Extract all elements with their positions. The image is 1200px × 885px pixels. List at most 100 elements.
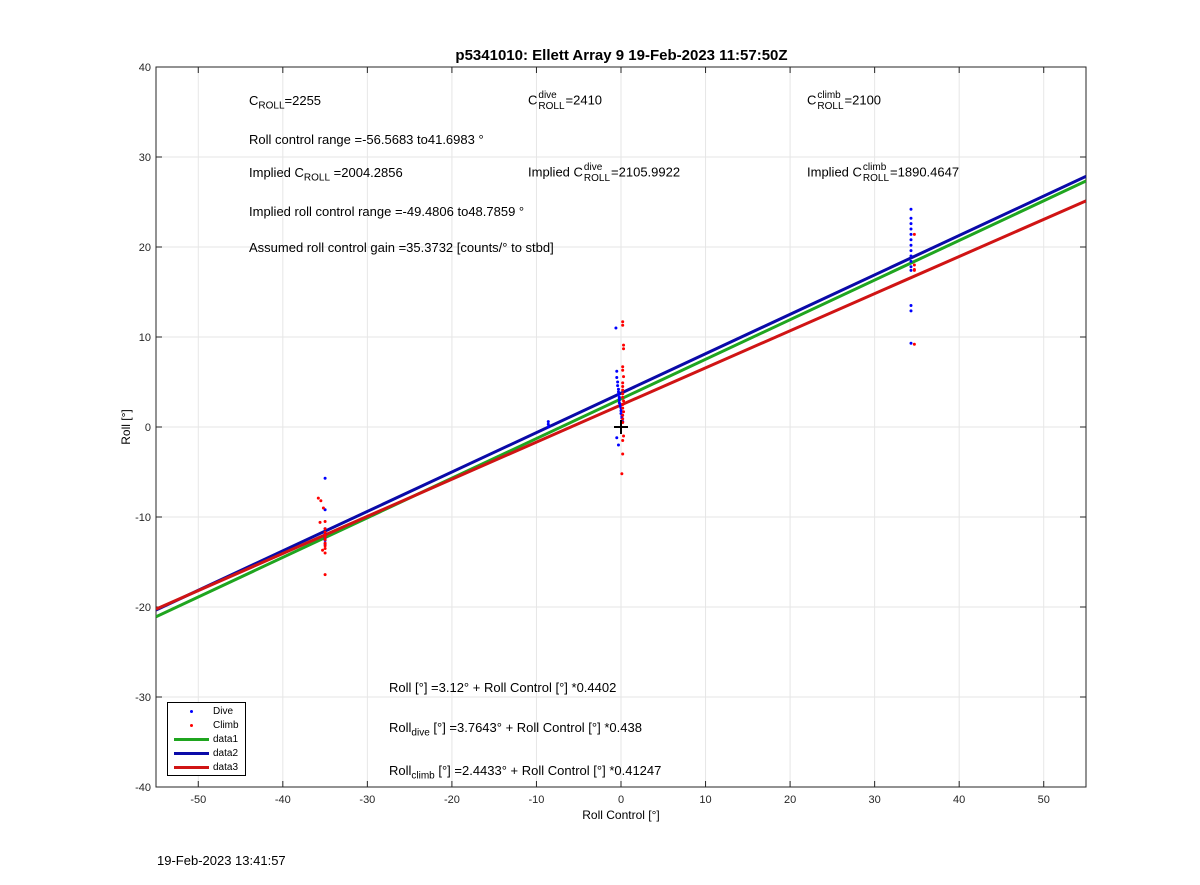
point-climb bbox=[912, 263, 916, 267]
legend-swatch-data1 bbox=[174, 738, 209, 741]
point-dive bbox=[616, 380, 620, 384]
legend-label-data1: data1 bbox=[213, 734, 239, 745]
point-climb bbox=[621, 388, 625, 392]
legend-item-climb: Climb bbox=[168, 719, 245, 732]
annotation-implied-c-roll: Implied CROLL =2004.2856 bbox=[249, 165, 403, 184]
point-climb bbox=[621, 406, 625, 410]
x-tick-label: -50 bbox=[190, 794, 206, 806]
legend-label-dive: Dive bbox=[213, 706, 234, 717]
point-dive bbox=[909, 227, 913, 231]
point-dive bbox=[909, 265, 913, 269]
legend-swatch-data2 bbox=[174, 752, 209, 755]
point-dive bbox=[615, 376, 619, 379]
data-points bbox=[316, 207, 916, 577]
legend: Dive Climb data1 data2 data3 bbox=[167, 702, 246, 776]
x-tick-label: 10 bbox=[699, 794, 711, 806]
legend-swatch-data3 bbox=[174, 766, 209, 769]
point-climb bbox=[622, 375, 626, 379]
point-climb bbox=[622, 343, 626, 347]
point-climb bbox=[621, 392, 625, 396]
annotation-gain: Assumed roll control gain =35.3732 [coun… bbox=[249, 240, 554, 255]
point-dive bbox=[909, 254, 913, 258]
x-tick-label: 0 bbox=[618, 794, 624, 806]
point-dive bbox=[909, 341, 913, 345]
y-tick-label: -20 bbox=[135, 602, 151, 614]
point-dive bbox=[323, 476, 327, 480]
point-climb bbox=[621, 413, 625, 417]
point-climb bbox=[912, 268, 916, 272]
point-dive bbox=[617, 396, 621, 400]
y-tick-label: 30 bbox=[139, 152, 151, 164]
point-dive bbox=[614, 326, 618, 330]
point-climb bbox=[323, 535, 327, 539]
point-climb bbox=[323, 538, 327, 541]
x-tick-label: 50 bbox=[1038, 794, 1050, 806]
y-tick-label: 20 bbox=[139, 242, 151, 254]
y-tick-label: 10 bbox=[139, 332, 151, 344]
point-climb bbox=[318, 520, 322, 524]
x-tick-label: 40 bbox=[953, 794, 965, 806]
point-climb bbox=[622, 410, 626, 414]
point-dive bbox=[615, 436, 619, 440]
point-climb bbox=[621, 452, 625, 456]
y-tick-label: -40 bbox=[135, 782, 151, 794]
point-climb bbox=[622, 347, 626, 351]
y-axis-label: Roll [°] bbox=[119, 409, 133, 445]
point-dive bbox=[909, 243, 913, 247]
legend-item-dive: Dive bbox=[168, 705, 245, 718]
x-axis-label: Roll Control [°] bbox=[582, 808, 660, 822]
legend-swatch-climb bbox=[190, 724, 193, 727]
point-climb bbox=[621, 403, 625, 406]
chart-title: p5341010: Ellett Array 9 19-Feb-2023 11:… bbox=[455, 47, 788, 64]
point-climb bbox=[621, 323, 625, 327]
point-climb bbox=[323, 541, 327, 545]
legend-label-data3: data3 bbox=[213, 762, 239, 773]
point-climb bbox=[622, 399, 626, 403]
point-dive bbox=[616, 443, 620, 447]
point-dive bbox=[546, 420, 550, 424]
point-climb bbox=[323, 551, 327, 555]
point-climb bbox=[316, 496, 320, 500]
point-climb bbox=[321, 548, 325, 552]
point-climb bbox=[321, 506, 325, 510]
print-timestamp: 19-Feb-2023 13:41:57 bbox=[157, 853, 286, 868]
point-dive bbox=[909, 232, 913, 236]
point-dive bbox=[616, 384, 620, 388]
point-climb bbox=[323, 527, 327, 531]
x-tick-label: -30 bbox=[359, 794, 375, 806]
point-climb bbox=[319, 499, 323, 503]
point-climb bbox=[912, 342, 916, 346]
x-tick-label: -40 bbox=[275, 794, 291, 806]
point-climb bbox=[323, 530, 327, 534]
point-dive bbox=[909, 259, 913, 263]
point-climb bbox=[621, 365, 625, 369]
point-dive bbox=[546, 422, 550, 426]
point-climb bbox=[323, 544, 327, 548]
point-climb bbox=[621, 320, 625, 324]
annotation-fit-climb: Rollclimb [°] =2.4433° + Roll Control [°… bbox=[389, 763, 662, 782]
point-climb bbox=[621, 439, 625, 442]
point-dive bbox=[909, 222, 913, 226]
point-climb bbox=[323, 547, 327, 550]
point-dive bbox=[909, 207, 913, 211]
annotation-implied-range: Implied roll control range =-49.4806 to4… bbox=[249, 204, 525, 219]
point-dive bbox=[909, 309, 913, 313]
y-tick-label: -10 bbox=[135, 512, 151, 524]
legend-label-climb: Climb bbox=[213, 720, 239, 731]
point-dive bbox=[909, 249, 913, 253]
series-line-data1 bbox=[156, 179, 1086, 619]
annotation-fit-all: Roll [°] =3.12° + Roll Control [°] *0.44… bbox=[389, 680, 617, 695]
legend-item-data2: data2 bbox=[168, 747, 245, 760]
point-dive bbox=[616, 387, 620, 391]
x-tick-label: 20 bbox=[784, 794, 796, 806]
point-climb bbox=[621, 368, 625, 372]
point-dive bbox=[619, 409, 623, 413]
legend-label-data2: data2 bbox=[213, 748, 239, 759]
point-climb bbox=[912, 232, 916, 236]
point-climb bbox=[323, 520, 327, 523]
point-climb bbox=[621, 395, 625, 399]
point-climb bbox=[622, 434, 626, 438]
